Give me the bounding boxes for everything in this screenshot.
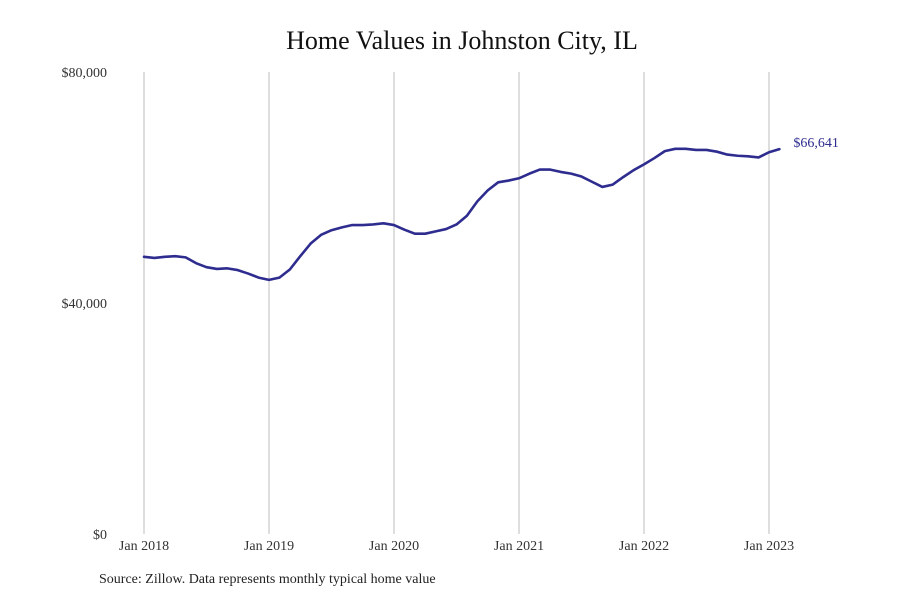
x-tick-label: Jan 2022: [619, 539, 669, 554]
source-note: Source: Zillow. Data represents monthly …: [99, 572, 436, 587]
y-axis-tick-labels: $0 $40,000 $80,000: [62, 66, 108, 543]
x-tick-label: Jan 2020: [369, 539, 419, 554]
x-tick-label: Jan 2021: [494, 539, 544, 554]
data-labels: $66,641: [793, 136, 839, 151]
chart-title: Home Values in Johnston City, IL: [286, 26, 638, 55]
y-tick-label: $40,000: [62, 297, 108, 312]
x-tick-label: Jan 2023: [744, 539, 794, 554]
series-line-0: [142, 147, 781, 282]
x-tick-label: Jan 2019: [244, 539, 294, 554]
end-value-label: $66,641: [793, 136, 839, 151]
x-axis-tick-labels: Jan 2018 Jan 2019 Jan 2020 Jan 2021 Jan 2022…: [119, 539, 794, 554]
y-tick-label: $80,000: [62, 66, 108, 81]
gridlines: [143, 72, 770, 534]
y-tick-label: $0: [93, 528, 107, 543]
series-group: [142, 147, 781, 282]
x-tick-label: Jan 2018: [119, 539, 169, 554]
